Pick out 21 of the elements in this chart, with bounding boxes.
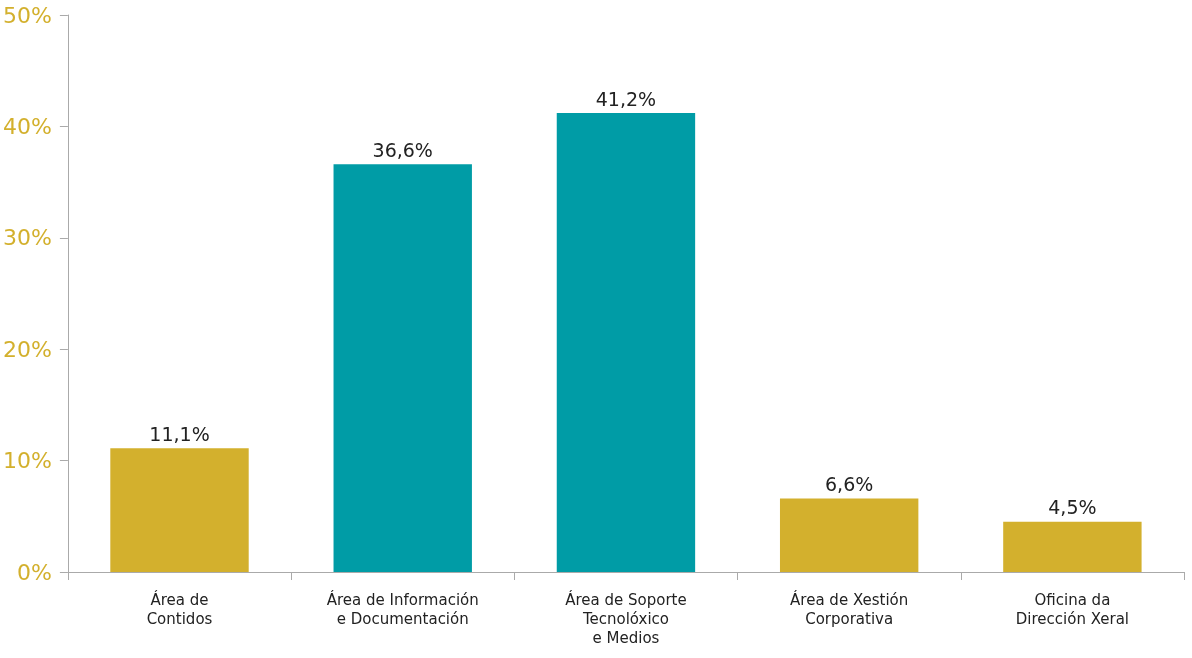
x-tick-label: Área de Xestión Corporativa xyxy=(790,589,909,628)
y-tick-label: 0% xyxy=(16,559,52,585)
y-tick-label: 20% xyxy=(2,336,52,362)
x-tick-label: Oficina da Dirección Xeral xyxy=(1015,590,1130,628)
bar xyxy=(110,448,249,572)
y-tick-label: 50% xyxy=(2,2,52,28)
bar xyxy=(333,164,472,572)
y-tick-label: 40% xyxy=(2,113,52,139)
data-label: 41,2% xyxy=(595,87,657,110)
data-label: 36,6% xyxy=(372,138,433,161)
x-tick-label: Área de Soporte Tecnolóxico e Medios xyxy=(565,589,687,647)
data-label: 4,5% xyxy=(1048,496,1097,519)
x-tick-label: Área de Contidos xyxy=(146,589,213,628)
data-label: 6,6% xyxy=(825,472,874,495)
y-tick-label: 10% xyxy=(2,448,52,474)
bar xyxy=(1003,521,1142,572)
x-tick-label: Área de Información e Documentación xyxy=(326,589,479,628)
bar xyxy=(779,498,919,572)
data-label: 11,1% xyxy=(149,422,210,445)
y-tick-label: 30% xyxy=(2,225,52,251)
bar xyxy=(556,113,696,572)
